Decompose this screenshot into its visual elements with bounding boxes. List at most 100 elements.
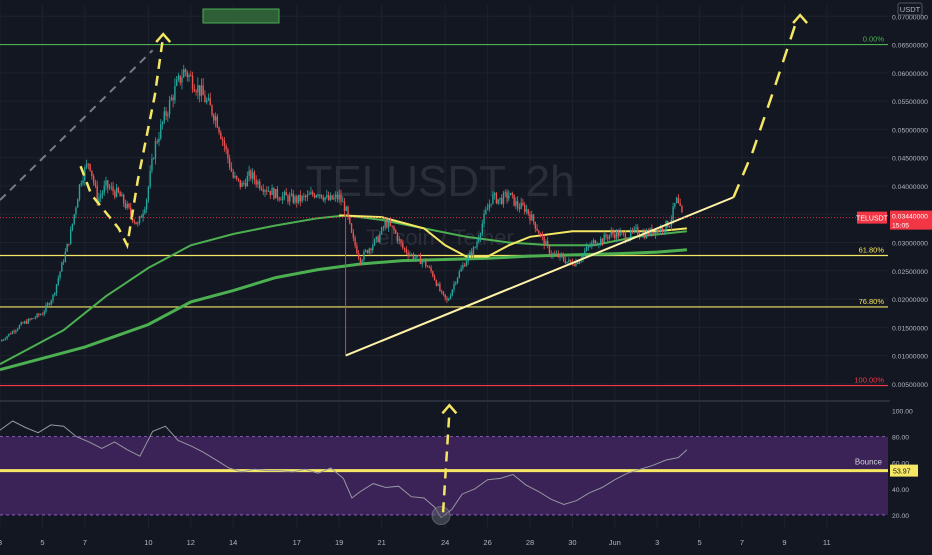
candle xyxy=(559,252,561,261)
selection-box[interactable] xyxy=(202,8,280,24)
candle xyxy=(108,184,111,190)
candle xyxy=(101,190,104,200)
rsi-axis[interactable]: 100.00 80.00 60.00 40.00 20.00 53.97 xyxy=(890,409,918,520)
candle xyxy=(577,261,579,265)
time-axis[interactable]: 3 5 7 10 12 14 17 19 21 24 26 28 30 Jun 3 5 7 9 11 xyxy=(0,532,932,550)
candle xyxy=(458,269,461,279)
candle xyxy=(75,206,77,219)
candle xyxy=(153,157,155,160)
drawings[interactable]: TELUSDT xyxy=(0,13,889,357)
candle xyxy=(368,247,370,256)
candle xyxy=(186,70,188,82)
candle-body xyxy=(342,201,344,203)
candle xyxy=(54,291,56,297)
fib-level-label: 61.80% xyxy=(859,246,885,255)
candle xyxy=(502,190,505,208)
candle xyxy=(289,192,291,206)
candle-body xyxy=(251,172,254,179)
candle xyxy=(589,242,591,248)
candle xyxy=(80,180,82,187)
candle-body xyxy=(624,233,627,241)
dashed-guide-line[interactable] xyxy=(0,49,154,201)
zigzag-arrowhead[interactable] xyxy=(155,32,172,43)
price-axis[interactable]: 0.07000000 0.06500000 0.06000000 0.05500000… xyxy=(890,0,932,540)
candle-body xyxy=(41,314,44,316)
candle-body xyxy=(140,216,143,218)
candle xyxy=(114,189,116,200)
candle xyxy=(122,193,125,207)
projection-arrowhead[interactable] xyxy=(792,13,809,24)
current-symbol-tag[interactable] xyxy=(857,211,887,224)
candle xyxy=(472,245,475,259)
candle-body xyxy=(287,195,289,202)
candle xyxy=(292,189,294,205)
candle xyxy=(506,189,508,204)
support-trendline[interactable] xyxy=(345,196,734,357)
projection-path[interactable] xyxy=(732,18,799,198)
candle-body xyxy=(356,245,358,254)
candle xyxy=(416,255,418,262)
price-tick-label: 0.03000000 xyxy=(892,240,928,247)
candle xyxy=(534,221,536,233)
candle xyxy=(409,251,411,258)
candle xyxy=(299,190,302,207)
candle-body xyxy=(359,257,362,264)
candle-body xyxy=(297,194,300,203)
candle-body xyxy=(501,197,503,204)
candle-body xyxy=(352,232,355,238)
candle xyxy=(587,245,589,251)
candle-body xyxy=(396,233,399,241)
candle xyxy=(315,194,317,199)
candle-body xyxy=(303,195,305,197)
candle-body xyxy=(589,246,591,248)
bar-countdown: 15:05 xyxy=(892,223,909,230)
currency-badge[interactable]: USDT xyxy=(897,2,923,16)
candle-body xyxy=(147,186,150,200)
candle-body xyxy=(432,271,434,277)
candle xyxy=(57,275,59,287)
candle xyxy=(543,234,545,250)
candle xyxy=(440,289,443,295)
candle-body xyxy=(460,268,462,272)
candle xyxy=(236,175,238,182)
candle-body xyxy=(239,179,241,187)
candle xyxy=(410,253,413,257)
candle-body xyxy=(174,85,176,101)
candle-body xyxy=(525,209,528,212)
candle xyxy=(61,261,63,272)
candle-body xyxy=(605,234,607,238)
candle xyxy=(319,194,321,199)
candle-body xyxy=(43,311,45,315)
candle xyxy=(260,185,263,191)
candle-body xyxy=(195,91,197,93)
candle xyxy=(69,226,72,245)
candle-body xyxy=(564,260,567,264)
candle xyxy=(218,126,220,135)
candle xyxy=(329,192,332,202)
candle-body xyxy=(541,233,544,237)
candle xyxy=(333,193,335,201)
zigzag-projection[interactable] xyxy=(79,35,165,250)
candle xyxy=(283,190,286,201)
candle-body xyxy=(133,220,135,223)
time-tick-label: 7 xyxy=(740,538,744,547)
candle xyxy=(343,198,346,216)
candle-body xyxy=(492,194,494,204)
candle-body xyxy=(24,321,26,324)
candle-body xyxy=(372,245,374,251)
candle-body xyxy=(73,214,75,224)
candle xyxy=(313,192,316,199)
rsi-arrowhead[interactable] xyxy=(441,403,458,415)
candle-body xyxy=(608,234,611,239)
candle xyxy=(352,228,355,242)
candle xyxy=(197,77,199,100)
rsi-low-highlight[interactable] xyxy=(431,506,451,526)
candle-body xyxy=(393,226,395,231)
candle-body xyxy=(320,194,323,198)
candle xyxy=(11,330,14,335)
candle-body xyxy=(587,246,589,248)
candle-body xyxy=(218,127,220,133)
candle-body xyxy=(110,186,112,188)
fibonacci-levels[interactable]: 0.00% 61.80% 76.80% 100.00% xyxy=(0,35,888,387)
